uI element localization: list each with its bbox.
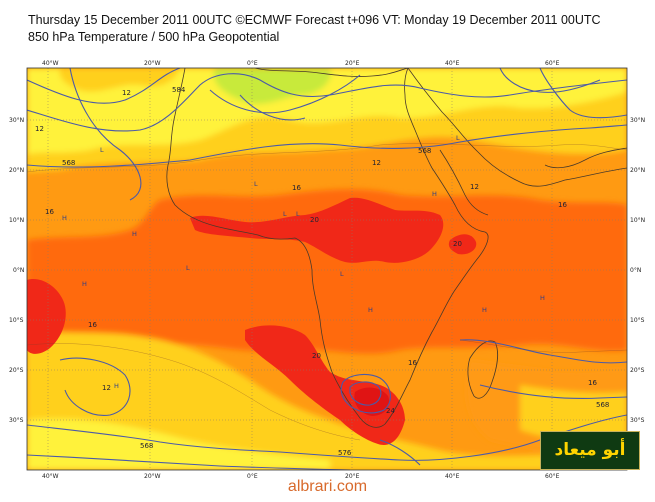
contour-label: 20 — [453, 240, 462, 248]
lon-label-top-4: 40°E — [445, 60, 460, 67]
forecast-subtitle: 850 hPa Temperature / 500 hPa Geopotenti… — [28, 30, 280, 44]
temperature-core-sahel — [190, 197, 444, 263]
isotherms — [27, 143, 627, 441]
contour-label: 12 — [122, 89, 131, 97]
lon-label-top-5: 60°E — [545, 60, 560, 67]
high-mark: H — [368, 306, 373, 314]
contour-label: 568 — [418, 147, 431, 155]
map-frame — [26, 67, 628, 471]
temperature-core-horn — [448, 234, 477, 255]
lat-label-left-5: 20°S — [9, 367, 24, 374]
lat-label-right-5: 20°S — [630, 367, 645, 374]
low-mark: L — [456, 134, 460, 142]
high-mark: H — [482, 306, 487, 314]
low-mark: L — [254, 180, 258, 188]
lat-label-left-4: 10°S — [9, 317, 24, 324]
low-mark: L — [283, 210, 287, 218]
lat-label-right-4: 10°S — [630, 317, 645, 324]
latitude-labels-right: 30°N 20°N 10°N 0°N 10°S 20°S 30°S — [630, 117, 645, 424]
geopotential-contours — [27, 68, 627, 470]
temperature-core-south — [245, 325, 405, 445]
contour-label: 584 — [172, 86, 186, 94]
temperature-field-mild-atlantic — [56, 348, 166, 416]
lon-label-bottom-4: 40°E — [445, 473, 460, 480]
contour-label: 568 — [596, 401, 609, 409]
contour-label: 16 — [45, 208, 54, 216]
lat-label-left-2: 10°N — [9, 217, 24, 224]
temperature-field-mild-south — [27, 330, 627, 470]
low-mark: L — [100, 146, 104, 154]
longitude-labels-top: 40°W 20°W 0°E 20°E 40°E 60°E — [42, 60, 560, 67]
contour-label: 12 — [35, 125, 44, 133]
lat-label-right-6: 30°S — [630, 417, 645, 424]
pressure-centre-marks: H H H L L H L H H H L L H L L — [62, 134, 545, 390]
contour-label: 12 — [102, 384, 111, 392]
temperature-field-hot — [27, 189, 627, 354]
lon-label-bottom-5: 60°E — [545, 473, 560, 480]
high-mark: H — [114, 382, 119, 390]
contour-label: 12 — [372, 159, 381, 167]
lat-label-right-0: 30°N — [630, 117, 645, 124]
lon-label-top-2: 0°E — [247, 60, 258, 67]
high-mark: H — [132, 230, 137, 238]
temperature-field-cold — [213, 68, 331, 104]
lon-label-top-1: 20°W — [144, 60, 161, 67]
latitude-labels-left: 30°N 20°N 10°N 0°N 10°S 20°S 30°S — [9, 117, 24, 424]
lon-label-top-0: 40°W — [42, 60, 59, 67]
contour-label: 24 — [386, 407, 395, 415]
high-mark: H — [82, 280, 87, 288]
temperature-field-mild-indian — [520, 385, 627, 442]
contour-label: 20 — [310, 216, 319, 224]
high-mark: H — [540, 294, 545, 302]
contour-value-labels: 12 12 12 12 12 16 16 16 16 16 16 20 20 2… — [35, 86, 609, 457]
contour-label: 576 — [338, 449, 352, 457]
low-mark: L — [186, 264, 190, 272]
forecast-title: Thursday 15 December 2011 00UTC ©ECMWF F… — [28, 13, 601, 27]
lat-label-left-0: 30°N — [9, 117, 24, 124]
temperature-field-cool-north — [27, 68, 627, 155]
longitude-labels-bottom: 40°W 20°W 0°E 20°E 40°E 60°E — [42, 473, 560, 480]
low-mark: L — [296, 210, 300, 218]
lon-label-top-3: 20°E — [345, 60, 360, 67]
contour-label: 16 — [588, 379, 597, 387]
contour-label: 20 — [312, 352, 321, 360]
temperature-core-atlantic — [27, 279, 66, 354]
low-mark: L — [340, 270, 344, 278]
contour-label: 16 — [558, 201, 567, 209]
watermark-logo: أبو ميعاد — [540, 431, 640, 470]
lat-label-left-3: 0°N — [13, 267, 24, 274]
lon-label-bottom-1: 20°W — [144, 473, 161, 480]
lat-label-right-3: 0°N — [630, 267, 641, 274]
site-credit: albrari.com — [287, 478, 368, 495]
contour-label: 12 — [470, 183, 479, 191]
high-mark: H — [62, 214, 67, 222]
lat-label-right-2: 10°N — [630, 217, 645, 224]
high-mark: H — [432, 190, 437, 198]
lat-label-right-1: 20°N — [630, 167, 645, 174]
contour-label: 16 — [408, 359, 417, 367]
contour-label: 16 — [292, 184, 301, 192]
contour-label: 568 — [140, 442, 153, 450]
lat-label-left-1: 20°N — [9, 167, 24, 174]
lon-label-bottom-2: 0°E — [247, 473, 258, 480]
contour-label: 16 — [88, 321, 97, 329]
lon-label-bottom-0: 40°W — [42, 473, 59, 480]
graticule — [27, 68, 627, 470]
contour-label: 568 — [62, 159, 75, 167]
lat-label-left-6: 30°S — [9, 417, 24, 424]
lon-label-bottom-3: 20°E — [345, 473, 360, 480]
